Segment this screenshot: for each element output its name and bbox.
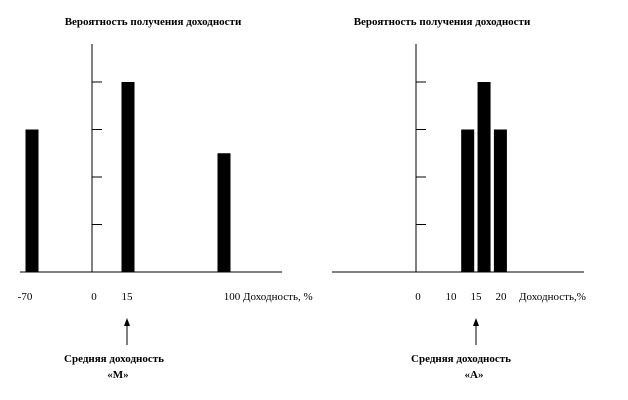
bar	[217, 153, 231, 272]
bar	[477, 82, 491, 272]
bar	[121, 82, 135, 272]
mean-caption-symbol: «М»	[107, 369, 128, 381]
mean-caption-symbol: «А»	[465, 369, 484, 381]
bar	[25, 129, 39, 272]
chart-right: Вероятность получения доходности 0 10 15…	[332, 16, 586, 381]
x-tick-label: 100	[224, 291, 241, 303]
arrow-head-icon	[124, 318, 130, 326]
chart-title: Вероятность получения доходности	[65, 16, 242, 28]
bar	[493, 129, 507, 272]
mean-caption: Средняя доходность	[411, 353, 511, 365]
arrow-head-icon	[473, 318, 479, 326]
chart-title: Вероятность получения доходности	[354, 16, 531, 28]
x-tick-label: -70	[18, 291, 33, 303]
x-axis-label: Доходность,%	[519, 291, 586, 303]
x-axis-label: Доходность, %	[243, 291, 313, 303]
chart-left: Вероятность получения доходности -70 0 1…	[18, 16, 313, 381]
x-tick-label: 20	[496, 291, 508, 303]
mean-caption: Средняя доходность	[64, 353, 164, 365]
x-tick-label: 10	[446, 291, 458, 303]
x-tick-label: 15	[471, 291, 483, 303]
x-tick-label: 0	[415, 291, 421, 303]
bar	[461, 129, 475, 272]
x-tick-label: 0	[91, 291, 97, 303]
y-ticks	[416, 81, 426, 225]
x-tick-label: 15	[122, 291, 134, 303]
y-ticks	[92, 81, 102, 225]
bars	[461, 82, 507, 272]
bars	[25, 82, 231, 272]
